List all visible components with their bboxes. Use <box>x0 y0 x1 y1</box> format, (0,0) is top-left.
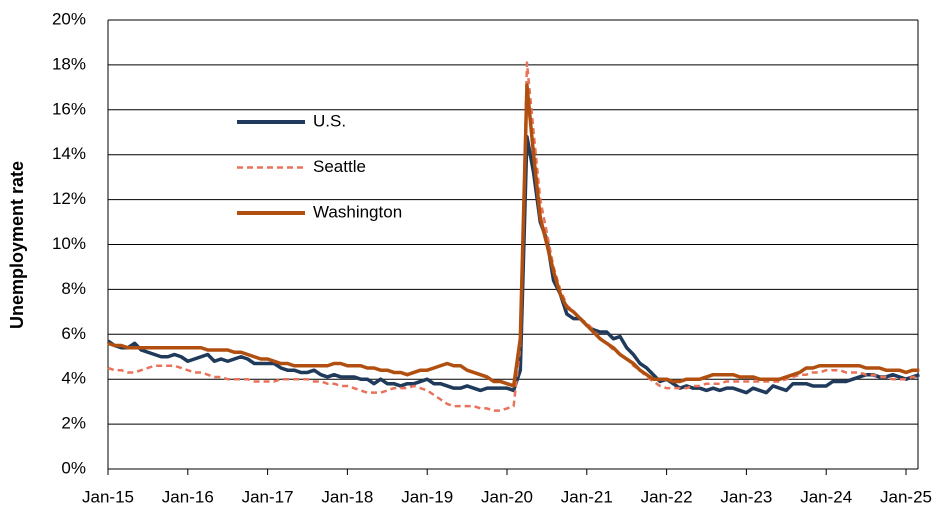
x-tick-label: Jan-18 <box>321 487 373 506</box>
x-tick-label: Jan-20 <box>481 487 533 506</box>
legend-label: Seattle <box>313 157 366 176</box>
y-axis-label: Unemployment rate <box>7 161 27 329</box>
y-tick-label: 8% <box>61 279 86 298</box>
x-tick-label: Jan-21 <box>561 487 613 506</box>
x-tick-label: Jan-15 <box>82 487 134 506</box>
x-tick-label: Jan-24 <box>800 487 852 506</box>
legend-label: U.S. <box>313 111 346 130</box>
y-tick-label: 16% <box>52 99 86 118</box>
x-tick-label: Jan-22 <box>641 487 693 506</box>
y-tick-label: 14% <box>52 144 86 163</box>
series-line <box>107 134 920 395</box>
y-tick-label: 2% <box>61 414 86 433</box>
x-tick-label: Jan-25 <box>880 487 932 506</box>
y-tick-label: 6% <box>61 324 86 343</box>
series-line <box>107 61 920 412</box>
x-tick-label: Jan-19 <box>401 487 453 506</box>
y-tick-label: 18% <box>52 54 86 73</box>
y-tick-label: 10% <box>52 234 86 253</box>
legend-label: Washington <box>313 202 402 221</box>
x-tick-label: Jan-23 <box>720 487 772 506</box>
series-line <box>107 83 920 388</box>
x-tick-label: Jan-16 <box>162 487 214 506</box>
y-tick-label: 20% <box>52 9 86 28</box>
y-tick-label: 4% <box>61 369 86 388</box>
y-tick-label: 0% <box>61 458 86 477</box>
x-tick-label: Jan-17 <box>242 487 294 506</box>
y-tick-label: 12% <box>52 189 86 208</box>
